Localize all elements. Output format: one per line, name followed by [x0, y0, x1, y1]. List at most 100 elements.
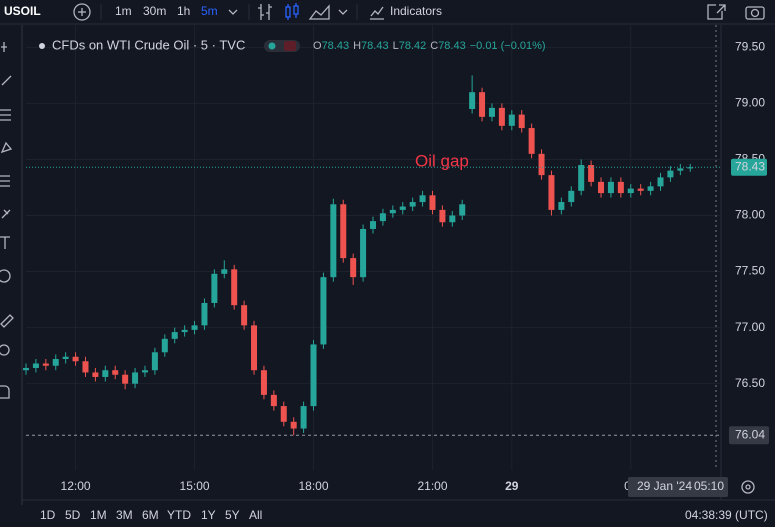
- chevron[interactable]: [228, 9, 238, 15]
- candle-body: [231, 269, 238, 306]
- crosshair-price-tag: [729, 426, 769, 445]
- candle-body: [588, 165, 595, 182]
- x-tick-label: 12:00: [61, 479, 91, 493]
- interval-button[interactable]: 5m: [201, 4, 218, 18]
- candle-body: [439, 209, 446, 223]
- candle-body: [340, 204, 347, 259]
- candle-body: [310, 344, 317, 407]
- overlay: 78.43 76.04 Oil gap: [26, 151, 769, 445]
- indicators-button[interactable]: Indicators: [390, 4, 442, 18]
- zoom-tool[interactable]: [0, 344, 10, 356]
- range-button[interactable]: 5Y: [225, 508, 240, 522]
- y-tick-label: 78.00: [735, 208, 765, 222]
- candle-body: [191, 325, 198, 330]
- indicators-icon[interactable]: [370, 6, 384, 20]
- area-icon[interactable]: [308, 4, 330, 20]
- plot: [23, 75, 694, 436]
- ruler-tool[interactable]: [0, 314, 14, 328]
- range-button[interactable]: 3M: [116, 508, 133, 522]
- intervals: 1m 30m 1h 5m: [115, 4, 218, 18]
- candle-body: [548, 175, 555, 210]
- crosshair-tool[interactable]: [1, 42, 7, 52]
- patterns-tool[interactable]: [0, 141, 13, 154]
- symbol[interactable]: USOIL: [4, 4, 41, 18]
- candle-body: [260, 370, 267, 395]
- candle-body: [677, 168, 684, 171]
- range-button[interactable]: 5D: [65, 508, 81, 522]
- magnet-tool[interactable]: [0, 385, 10, 399]
- candle-body: [399, 206, 406, 210]
- candle-body: [459, 204, 466, 216]
- candle-body: [578, 165, 585, 191]
- candle-body: [161, 338, 168, 353]
- candles-icon[interactable]: [285, 3, 299, 20]
- candle-body: [687, 167, 694, 169]
- candle-body: [379, 213, 386, 222]
- range-button[interactable]: 1M: [90, 508, 107, 522]
- last-price-tag: [731, 158, 767, 176]
- emoji-tool[interactable]: [0, 269, 11, 283]
- candle-body: [82, 361, 89, 373]
- crosshair-price-label: 76.04: [735, 427, 765, 441]
- candle-body: [320, 277, 327, 345]
- range-button[interactable]: 1Y: [201, 508, 216, 522]
- trendline-tool[interactable]: [1, 75, 12, 86]
- candle-body: [518, 114, 525, 129]
- candle-body: [23, 367, 29, 371]
- candle-body: [72, 356, 79, 362]
- candle-body: [141, 370, 148, 373]
- candle-body: [360, 228, 367, 278]
- bars-icon[interactable]: [258, 4, 272, 20]
- interval-button[interactable]: 30m: [143, 4, 166, 18]
- fib-tool[interactable]: [0, 109, 11, 121]
- add-symbol-icon[interactable]: [73, 3, 91, 21]
- candle-body: [350, 258, 357, 278]
- range-button[interactable]: 1D: [40, 508, 56, 522]
- brush-tool[interactable]: [1, 209, 11, 219]
- candle-body: [558, 202, 565, 210]
- candle-body: [221, 269, 228, 274]
- interval-button[interactable]: 1h: [177, 4, 190, 18]
- left-toolbar: [0, 25, 23, 505]
- candle-body: [92, 372, 99, 377]
- candle-body: [479, 92, 486, 117]
- x-tick-label: 15:00: [180, 479, 210, 493]
- text-tool[interactable]: [0, 236, 10, 249]
- range-bar: 1D 5D 1M 3M 6M YTD 1Y 5Y All: [40, 508, 262, 522]
- candle-body: [290, 421, 297, 429]
- candle-body: [538, 153, 545, 176]
- candle-body: [598, 181, 605, 194]
- legend-ohlc: O78.43 H78.43 L78.42 C78.43 −0.01 (−0.01%): [313, 40, 546, 52]
- y-tick-label: 77.50: [735, 264, 765, 278]
- top-toolbar: USOIL 1m 30m 1h 5m Indicators: [0, 3, 775, 25]
- time-crosshair-label: 29 Jan '24 05:10: [628, 477, 728, 497]
- x-tick-label: 18:00: [298, 479, 328, 493]
- candle-body: [330, 204, 337, 278]
- candle-body: [498, 107, 505, 126]
- fullscreen-icon[interactable]: [707, 4, 726, 20]
- screenshot-icon[interactable]: [745, 6, 765, 20]
- candle-body: [251, 325, 258, 371]
- ohlc-value: 78.43: [322, 40, 350, 52]
- y-tick-label: 76.50: [735, 376, 765, 390]
- candle-body: [62, 356, 69, 360]
- settings-icon[interactable]: [741, 480, 755, 494]
- range-button[interactable]: 6M: [142, 508, 159, 522]
- candle-body: [211, 273, 218, 303]
- crosshair-date: 29 Jan '24: [637, 479, 692, 493]
- ohlc-change: −0.01 (−0.01%): [470, 40, 546, 52]
- ohlc-value: 78.42: [399, 40, 427, 52]
- candle-body: [270, 394, 277, 407]
- candle-body: [647, 186, 654, 191]
- range-button[interactable]: All: [249, 508, 262, 522]
- chevron[interactable]: [338, 9, 348, 15]
- candle-body: [449, 215, 456, 223]
- interval-button[interactable]: 1m: [115, 4, 132, 18]
- range-button[interactable]: YTD: [167, 508, 191, 522]
- candle-body: [409, 202, 416, 207]
- forecast-tool[interactable]: [0, 175, 10, 187]
- legend-toggle-dot: [268, 42, 276, 50]
